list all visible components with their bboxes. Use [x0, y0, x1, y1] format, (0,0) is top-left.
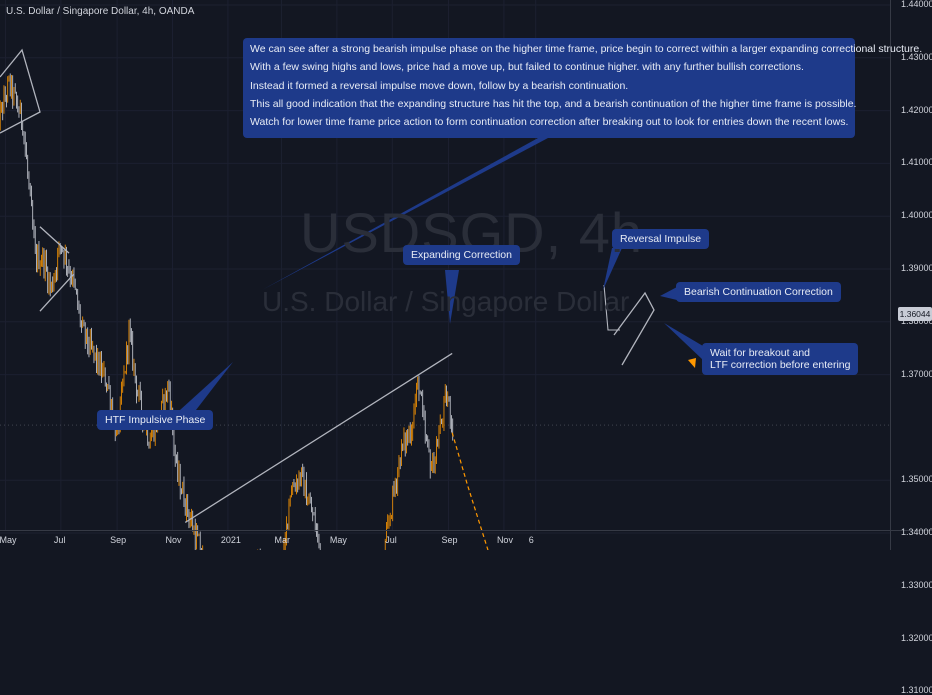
time-tick-label: Nov [165, 535, 182, 545]
wait-line-1: Wait for breakout and [710, 347, 810, 359]
price-tick-label: 1.37000 [901, 368, 932, 379]
wait-pointer [664, 323, 703, 360]
expanding-pointer [445, 270, 459, 324]
expanding-correction-callout[interactable]: Expanding Correction [403, 245, 520, 265]
current-price-tag: 1.36044 [898, 307, 932, 321]
price-tick-label: 1.34000 [901, 527, 932, 537]
time-tick-label: 6 [528, 535, 534, 545]
price-tick-label: 1.42000 [901, 104, 932, 115]
watermark-description: U.S. Dollar / Singapore Dollar [262, 286, 630, 317]
reversal-pointer [603, 248, 622, 290]
time-tick-label: Jul [385, 535, 397, 545]
bearish-continuation-callout[interactable]: Bearish Continuation Correction [676, 282, 841, 302]
analysis-note[interactable]: We can see after a strong bearish impuls… [243, 38, 923, 138]
reversal-box [603, 284, 620, 331]
price-tick-label: 1.40000 [901, 210, 932, 221]
note-line-4: This all good indication that the expand… [250, 97, 857, 110]
time-tick-label: Sep [441, 535, 458, 545]
projection-arrow [451, 432, 489, 550]
reversal-impulse-callout[interactable]: Reversal Impulse [612, 229, 710, 249]
price-tick-label: 1.32000 [901, 632, 932, 643]
trendline-expanding-upper [184, 352, 453, 523]
projection-midhead [688, 358, 696, 368]
price-tick-label: 1.31000 [901, 685, 932, 695]
time-tick-label: May [329, 535, 347, 545]
wait-breakout-callout[interactable]: Wait for breakout and LTF correction bef… [702, 343, 859, 375]
time-tick-label: Jul [53, 535, 66, 545]
note-line-5: Watch for lower time frame price action … [250, 116, 849, 129]
trendline-correction-top [39, 226, 70, 254]
price-tick-label: 1.41000 [901, 157, 932, 168]
time-tick-label: Mar [274, 535, 290, 545]
time-tick-label: Sep [110, 535, 127, 545]
htf-impulsive-callout[interactable]: HTF Impulsive Phase [97, 410, 214, 430]
wait-line-2: LTF correction before entering [710, 359, 851, 371]
note-pointer [262, 138, 548, 290]
price-tick-label: 1.43000 [901, 51, 932, 62]
time-tick-label: May [0, 535, 17, 545]
bearish-pointer [660, 287, 677, 300]
price-tick-label: 1.44000 [901, 0, 932, 9]
initial-wedge [0, 48, 41, 134]
note-line-2: With a few swing highs and lows, price h… [250, 61, 804, 74]
note-line-1: We can see after a strong bearish impuls… [250, 43, 923, 55]
time-tick-label: 2021 [220, 535, 241, 545]
price-tick-label: 1.33000 [901, 579, 932, 590]
note-line-3: Instead it formed a reversal impulse mov… [250, 79, 629, 92]
htf-pointer [180, 362, 233, 410]
continuation-flag [613, 291, 655, 366]
price-tick-label: 1.35000 [901, 474, 932, 485]
price-tick-label: 1.39000 [901, 263, 932, 273]
time-tick-label: Nov [496, 535, 513, 545]
trendline-correction-bottom [39, 273, 75, 312]
chart-title: U.S. Dollar / Singapore Dollar, 4h, OAND… [6, 6, 195, 17]
